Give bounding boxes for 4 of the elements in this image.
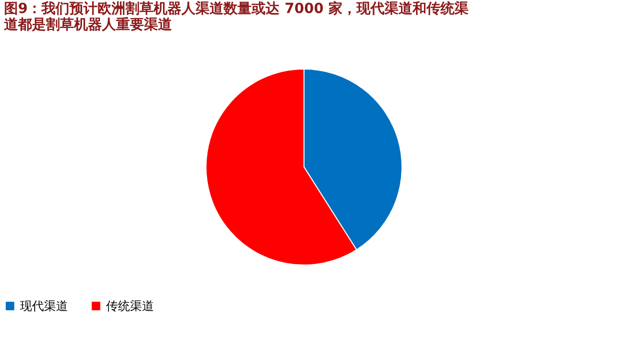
legend-label: 现代渠道 — [20, 299, 68, 313]
text: 图9：我们预计欧洲割草机器人渠道数量或达 7000 家，现代渠道和传统渠 — [4, 1, 468, 17]
legend-label: 传统渠道 — [106, 299, 154, 313]
text: 道都是割草机器人重要渠道 — [4, 17, 172, 33]
